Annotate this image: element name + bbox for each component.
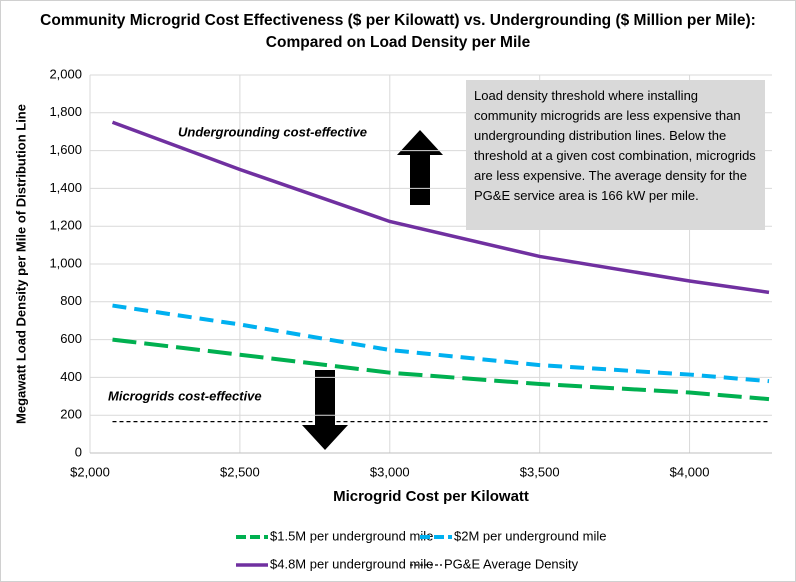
series-line: [112, 337, 770, 402]
x-tick-label: $3,000: [370, 464, 410, 479]
y-tick-label: 1,200: [49, 218, 82, 233]
y-tick-label: 600: [60, 331, 82, 346]
legend-label: PG&E Average Density: [444, 556, 579, 571]
y-axis-label: Megawatt Load Density per Mile of Distri…: [13, 104, 28, 424]
y-tick-label: 1,600: [49, 142, 82, 157]
y-tick-label: 1,000: [49, 255, 82, 270]
y-tick-label: 1,400: [49, 180, 82, 195]
x-tick-label: $3,500: [520, 464, 560, 479]
annotation: Undergrounding cost-effective: [178, 124, 367, 139]
series-line: [112, 303, 770, 384]
x-tick-label: $2,000: [70, 464, 110, 479]
legend-label: $2M per underground mile: [454, 528, 606, 543]
y-tick-label: 0: [75, 444, 82, 459]
y-tick-label: 200: [60, 407, 82, 422]
down-arrow: [302, 370, 348, 450]
y-tick-label: 400: [60, 369, 82, 384]
series-line: [111, 120, 770, 295]
y-tick-label: 800: [60, 293, 82, 308]
legend-label: $1.5M per underground mile: [270, 528, 433, 543]
x-tick-label: $4,000: [670, 464, 710, 479]
legend-label: $4.8M per underground mile: [270, 556, 433, 571]
annotation: Microgrids cost-effective: [108, 388, 262, 403]
x-tick-label: $2,500: [220, 464, 260, 479]
chart-title: Community Microgrid Cost Effectiveness (…: [40, 12, 756, 51]
up-arrow: [397, 130, 443, 205]
x-axis-label: Microgrid Cost per Kilowatt: [333, 488, 529, 505]
y-tick-label: 2,000: [49, 66, 82, 81]
y-tick-label: 1,800: [49, 104, 82, 119]
annotation-box: Load density threshold where installing …: [466, 80, 765, 230]
